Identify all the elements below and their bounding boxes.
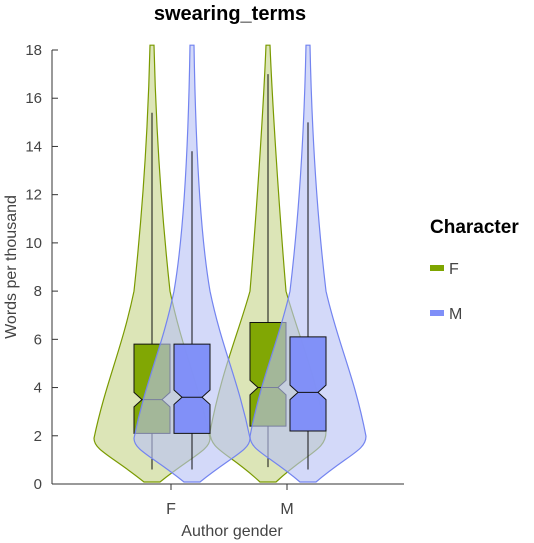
y-axis-label: Words per thousand <box>3 195 20 339</box>
x-tick-label-m: M <box>280 501 293 518</box>
y-tick-label-6: 6 <box>34 331 42 348</box>
legend-layer: FM <box>430 261 462 323</box>
y-tick-label-12: 12 <box>25 187 42 204</box>
legend-swatch-m <box>430 310 444 316</box>
y-tick-label-8: 8 <box>34 283 42 300</box>
plot-layer <box>93 44 367 483</box>
legend-label-f: F <box>449 261 459 278</box>
legend-label-m: M <box>449 306 462 323</box>
y-tick-label-14: 14 <box>25 138 42 155</box>
boxplot-m-f <box>173 343 211 434</box>
x-axis-label: Author gender <box>181 523 283 540</box>
y-tick-label-2: 2 <box>34 428 42 445</box>
boxplot-m-m <box>289 336 327 432</box>
axes-layer: 0 2 4 6 8 10 12 14 16 18 F M <box>25 42 404 518</box>
y-tick-label-18: 18 <box>25 42 42 59</box>
legend-swatch-f <box>430 265 444 271</box>
y-tick-label-10: 10 <box>25 235 42 252</box>
legend-title: Character <box>430 217 519 238</box>
x-tick-label-f: F <box>166 501 176 518</box>
y-tick-label-0: 0 <box>34 476 42 493</box>
y-tick-label-4: 4 <box>34 380 42 397</box>
y-tick-label-16: 16 <box>25 90 42 107</box>
chart-title: swearing_terms <box>154 3 306 25</box>
